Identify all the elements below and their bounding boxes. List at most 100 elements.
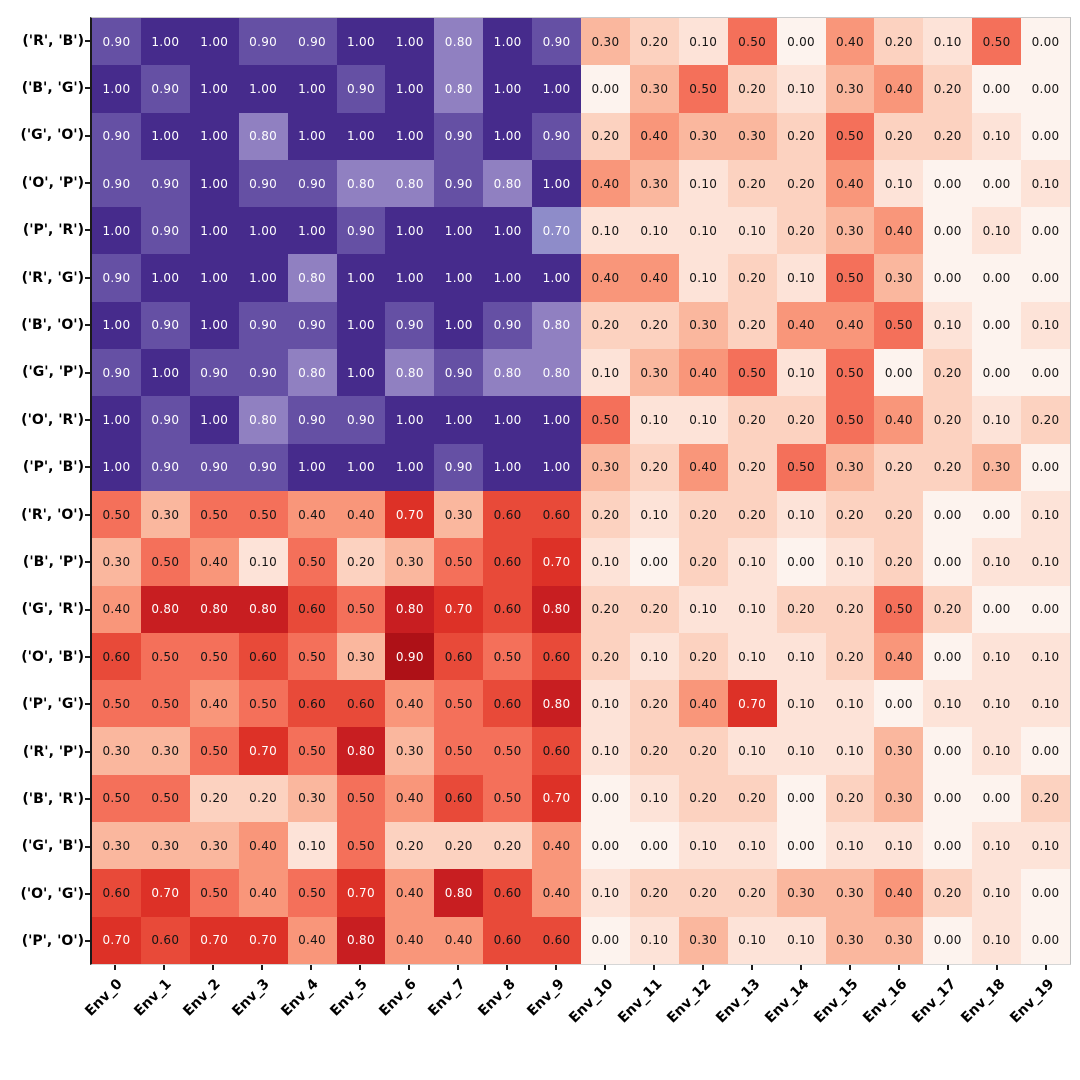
heatmap-cell: 0.10 <box>581 349 630 397</box>
heatmap-cell: 1.00 <box>189 159 239 208</box>
heatmap-cell: 0.10 <box>776 680 826 728</box>
heatmap-cell: 0.70 <box>532 207 581 255</box>
heatmap-cell: 0.10 <box>825 822 875 870</box>
heatmap-cell: 0.20 <box>336 538 386 586</box>
heatmap-cell: 0.60 <box>92 632 141 681</box>
heatmap-cell: 0.10 <box>727 916 777 964</box>
heatmap-cell: 0.20 <box>629 680 679 728</box>
heatmap-cell: 0.50 <box>434 538 484 586</box>
heatmap-cell: 0.90 <box>238 159 288 208</box>
heatmap-cell: 1.00 <box>336 18 386 66</box>
heatmap-cell: 0.90 <box>92 18 141 66</box>
heatmap-cell: 0.40 <box>581 254 630 302</box>
heatmap-cell: 0.30 <box>629 349 679 397</box>
heatmap-cell: 0.30 <box>92 727 141 775</box>
heatmap-cell: 1.00 <box>189 112 239 160</box>
x-tick-mark <box>996 965 999 970</box>
heatmap-cell: 0.30 <box>678 112 728 160</box>
x-tick-cell: Env_6 <box>377 966 433 1076</box>
heatmap-cell: 0.10 <box>678 585 728 633</box>
heatmap-cell: 1.00 <box>92 396 141 444</box>
heatmap-cell: 0.10 <box>776 632 826 681</box>
heatmap-cell: 0.60 <box>434 632 484 681</box>
x-tick-mark <box>162 965 165 970</box>
heatmap-cell: 1.00 <box>434 301 484 350</box>
heatmap-cell: 0.90 <box>532 18 581 66</box>
heatmap-cell: 0.20 <box>385 822 435 870</box>
heatmap-cell: 0.80 <box>336 727 386 775</box>
x-tick-mark <box>849 965 852 970</box>
y-tick-label: ('B', 'R') <box>22 791 84 808</box>
heatmap-cell: 0.20 <box>1021 774 1070 823</box>
heatmap-cell: 0.10 <box>581 207 630 255</box>
heatmap-cell: 0.40 <box>287 490 337 539</box>
heatmap-cell: 1.00 <box>336 254 386 302</box>
heatmap-cell: 1.00 <box>483 65 533 113</box>
heatmap-cell: 0.00 <box>581 774 630 823</box>
heatmap-cell: 0.90 <box>483 301 533 350</box>
heatmap-cell: 1.00 <box>287 112 337 160</box>
heatmap-cell: 0.10 <box>1021 301 1070 350</box>
heatmap-cell: 0.50 <box>140 774 190 823</box>
x-tick-mark <box>505 965 508 970</box>
heatmap-cell: 0.10 <box>923 680 973 728</box>
heatmap-cell: 0.80 <box>434 18 484 66</box>
heatmap-cell: 0.00 <box>776 18 826 66</box>
heatmap-cell: 0.70 <box>238 727 288 775</box>
y-tick-label: ('G', 'O') <box>20 127 84 144</box>
heatmap-cell: 0.00 <box>874 680 924 728</box>
heatmap-cell: 0.20 <box>727 65 777 113</box>
heatmap-cell: 1.00 <box>287 65 337 113</box>
heatmap-cell: 0.20 <box>629 727 679 775</box>
heatmap-cell: 0.10 <box>825 727 875 775</box>
heatmap-cell: 0.00 <box>923 159 973 208</box>
heatmap-cell: 0.20 <box>776 585 826 633</box>
x-tick-mark <box>554 965 557 970</box>
x-tick-mark <box>211 965 214 970</box>
y-tick-label: ('G', 'R') <box>21 601 84 618</box>
heatmap-cell: 0.30 <box>385 538 435 586</box>
heatmap-cell: 0.10 <box>678 396 728 444</box>
heatmap-cell: 0.20 <box>678 490 728 539</box>
heatmap-cell: 0.90 <box>336 65 386 113</box>
heatmap-cell: 0.00 <box>923 538 973 586</box>
heatmap-cell: 0.20 <box>727 774 777 823</box>
heatmap-cell: 0.00 <box>581 65 630 113</box>
heatmap-cell: 1.00 <box>532 396 581 444</box>
heatmap-cell: 0.30 <box>336 632 386 681</box>
y-tick-mark <box>85 892 90 895</box>
heatmap-cell: 0.20 <box>189 774 239 823</box>
heatmap-cell: 0.10 <box>727 207 777 255</box>
heatmap-cell: 1.00 <box>336 112 386 160</box>
x-tick-mark <box>309 965 312 970</box>
heatmap-cell: 0.00 <box>923 254 973 302</box>
heatmap-cell: 0.80 <box>532 680 581 728</box>
heatmap-cell: 0.20 <box>678 774 728 823</box>
heatmap-cell: 0.40 <box>385 869 435 917</box>
heatmap-cell: 0.80 <box>532 301 581 350</box>
heatmap-cell: 0.30 <box>385 727 435 775</box>
heatmap-cell: 0.20 <box>874 538 924 586</box>
heatmap-cell: 0.10 <box>1021 159 1070 208</box>
heatmap-cell: 0.20 <box>629 869 679 917</box>
heatmap-cell: 0.00 <box>1021 443 1070 491</box>
heatmap-cell: 0.70 <box>385 490 435 539</box>
heatmap-cell: 0.20 <box>1021 396 1070 444</box>
heatmap-cell: 1.00 <box>532 65 581 113</box>
heatmap-cell: 0.10 <box>825 538 875 586</box>
heatmap-cell: 0.90 <box>336 396 386 444</box>
x-tick-mark <box>604 965 607 970</box>
heatmap-cell: 0.20 <box>825 490 875 539</box>
heatmap-cell: 0.40 <box>825 18 875 66</box>
heatmap-cell: 1.00 <box>189 65 239 113</box>
heatmap-cell: 0.80 <box>385 585 435 633</box>
heatmap-cell: 1.00 <box>385 396 435 444</box>
heatmap-cell: 0.60 <box>434 774 484 823</box>
heatmap-cell: 0.40 <box>874 632 924 681</box>
heatmap-cell: 1.00 <box>92 207 141 255</box>
heatmap-cell: 0.60 <box>532 727 581 775</box>
heatmap-cell: 1.00 <box>189 207 239 255</box>
x-tick-label: Env_0 <box>82 976 126 1020</box>
x-tick-mark <box>751 965 754 970</box>
y-tick-mark <box>85 608 90 611</box>
